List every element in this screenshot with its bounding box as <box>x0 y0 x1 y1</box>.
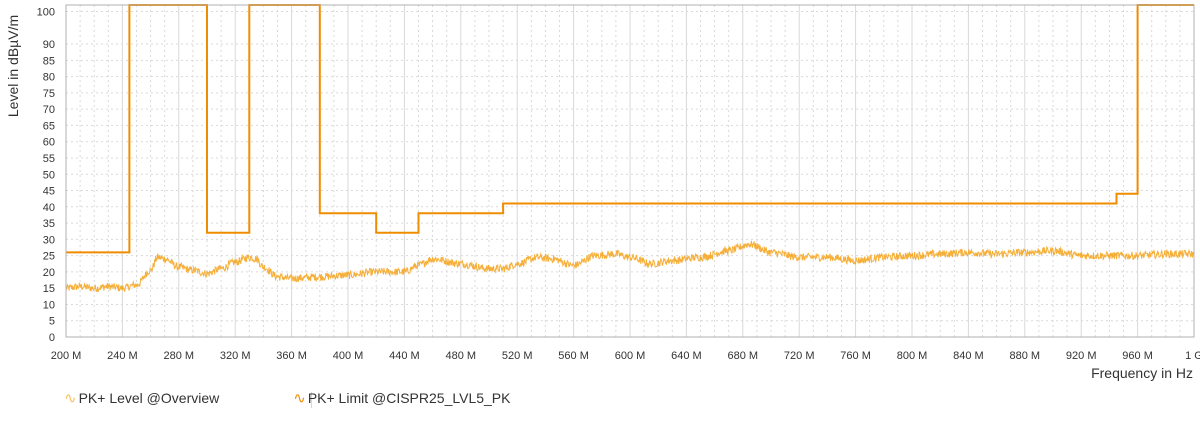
x-tick-label: 400 M <box>333 350 364 362</box>
wave-icon: ∿ <box>293 389 306 407</box>
level-trace <box>65 240 1195 293</box>
y-tick-label: 50 <box>43 169 55 181</box>
limit-line <box>66 4 1194 254</box>
y-axis-label: Level in dBµV/m <box>5 15 21 117</box>
y-tick-label: 30 <box>43 234 55 246</box>
x-tick-label: 840 M <box>953 350 984 362</box>
x-tick-label: 600 M <box>615 350 646 362</box>
x-tick-label: 280 M <box>164 350 195 362</box>
y-tick-label: 90 <box>43 39 55 51</box>
legend-item-limit[interactable]: ∿ PK+ Limit @CISPR25_LVL5_PK <box>293 390 510 406</box>
x-tick-label: 760 M <box>840 350 871 362</box>
y-tick-label: 10 <box>43 299 55 311</box>
x-tick-label: 880 M <box>1010 350 1041 362</box>
x-tick-label: 440 M <box>389 350 420 362</box>
x-tick-labels: 200 M 240 M 280 M 320 M 360 M 400 M 440 M 480 M… <box>51 350 1200 362</box>
grid-lines <box>65 5 1195 338</box>
x-tick-label: 320 M <box>220 350 251 362</box>
y-tick-label: 45 <box>43 186 55 198</box>
y-tick-label: 100 <box>37 7 55 19</box>
x-tick-label: 640 M <box>671 350 702 362</box>
y-tick-label: 85 <box>43 55 55 67</box>
y-tick-label: 20 <box>43 267 55 279</box>
y-tick-label: 15 <box>43 283 55 295</box>
y-tick-label: 75 <box>43 88 55 100</box>
x-tick-label: 560 M <box>558 350 589 362</box>
legend: ∿ PK+ Level @Overview ∿ PK+ Limit @CISPR… <box>64 390 510 406</box>
series-layer <box>65 4 1195 293</box>
y-tick-label: 40 <box>43 202 55 214</box>
x-tick-label: 480 M <box>446 350 477 362</box>
y-tick-label: 0 <box>49 332 55 344</box>
x-tick-label: 520 M <box>502 350 533 362</box>
y-tick-label: 65 <box>43 120 55 132</box>
x-tick-label: 200 M <box>51 350 82 362</box>
x-tick-label: 1 G <box>1185 350 1200 362</box>
chart-canvas: 051015202530354045505560657075808590100 … <box>5 4 1200 381</box>
y-tick-labels: 0 5 10 15 20 25 30 35 40 45 50 55 60 65 70 75 80 85 90 100 <box>37 7 55 344</box>
x-tick-label: 720 M <box>784 350 815 362</box>
y-tick-label: 70 <box>43 104 55 116</box>
legend-item-level[interactable]: ∿ PK+ Level @Overview <box>64 390 219 406</box>
plot-frame <box>65 4 1195 338</box>
x-tick-label: 240 M <box>107 350 138 362</box>
legend-limit-label: PK+ Limit @CISPR25_LVL5_PK <box>307 390 511 406</box>
x-tick-label: 360 M <box>276 350 307 362</box>
x-axis-label: Frequency in Hz <box>1091 365 1193 381</box>
y-tick-label: 35 <box>43 218 55 230</box>
y-tick-label: 60 <box>43 137 55 149</box>
x-tick-label: 680 M <box>728 350 759 362</box>
y-tick-label: 55 <box>43 153 55 165</box>
x-tick-label: 960 M <box>1122 350 1153 362</box>
x-tick-label: 920 M <box>1066 350 1097 362</box>
y-tick-label: 25 <box>43 251 55 263</box>
y-tick-label: 5 <box>49 316 55 328</box>
y-tick-label: 80 <box>43 72 55 84</box>
legend-separator <box>311 392 312 408</box>
legend-level-label: PK+ Level @Overview <box>78 390 220 406</box>
wave-icon: ∿ <box>64 389 77 407</box>
x-tick-label: 800 M <box>897 350 928 362</box>
